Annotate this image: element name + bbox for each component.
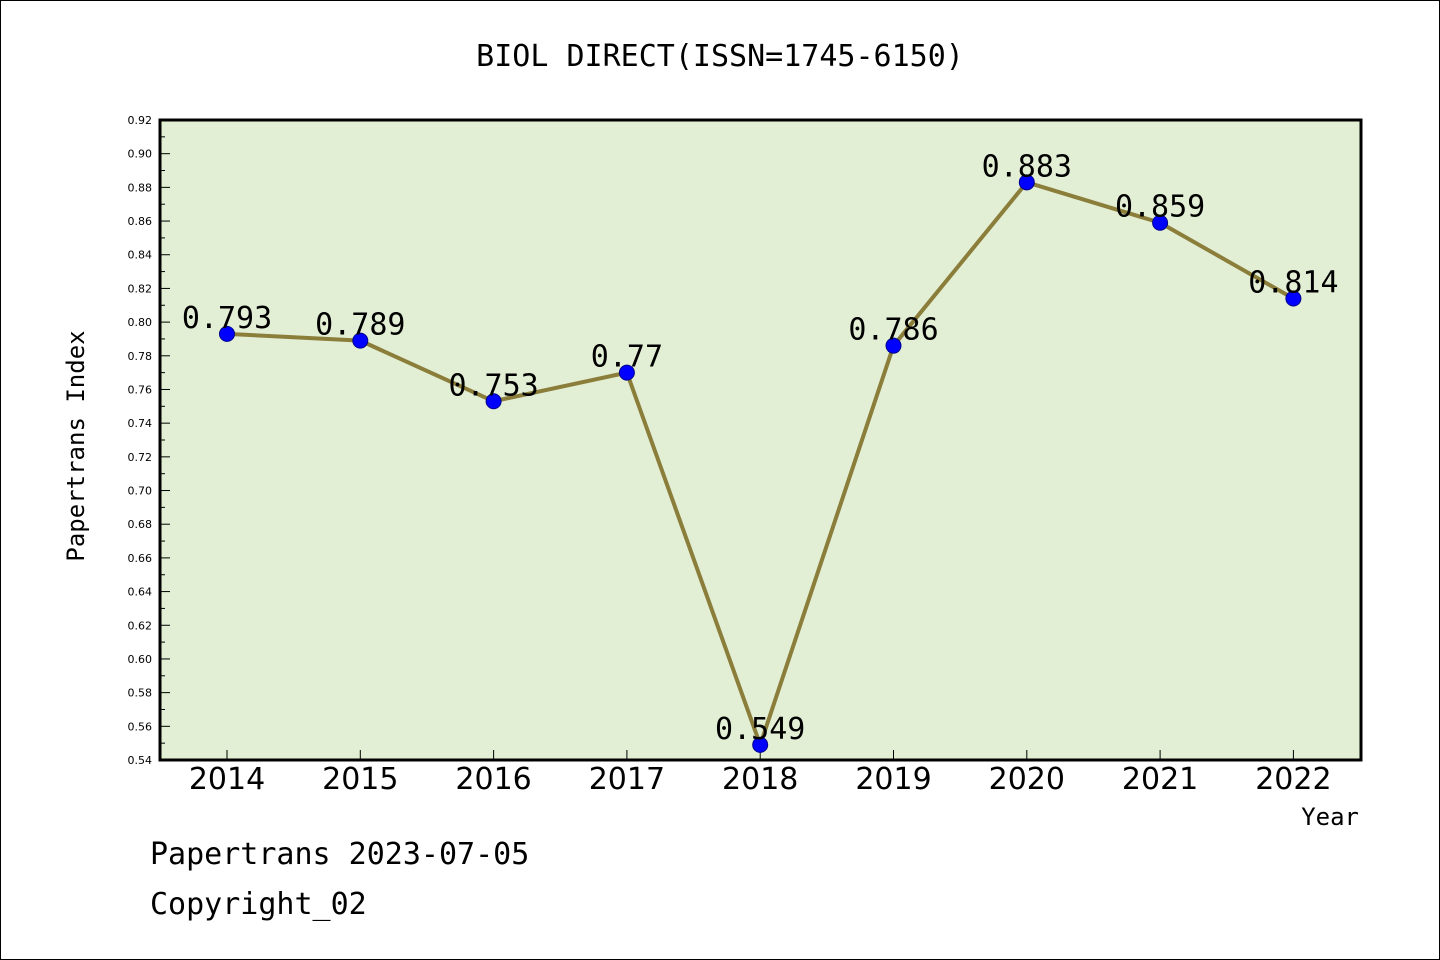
data-point <box>885 337 902 354</box>
data-point <box>352 332 369 349</box>
y-tick-label: 0.60 <box>128 653 153 666</box>
data-point <box>1152 214 1169 231</box>
y-tick-label: 0.68 <box>128 518 153 531</box>
plot-border <box>158 118 1363 762</box>
x-tick-label: 2022 <box>1255 762 1331 797</box>
x-tick-label: 2016 <box>455 762 531 797</box>
x-axis-title: Year <box>1301 803 1359 831</box>
y-tick-label: 0.76 <box>128 383 153 396</box>
y-tick-label: 0.54 <box>128 754 153 767</box>
y-axis: 0.54 0.56 0.58 0.60 0.62 0.64 0.66 0.68 0.70 0.72… <box>128 114 170 767</box>
data-point <box>219 325 235 342</box>
x-tick-label: 2014 <box>189 762 265 797</box>
data-label: 0.786 <box>848 313 938 348</box>
y-axis-title: Papertrans Index <box>62 330 90 561</box>
data-point <box>485 393 502 410</box>
x-tick-label: 2020 <box>989 762 1065 797</box>
y-tick-label: 0.78 <box>128 350 153 363</box>
data-point <box>1018 174 1035 191</box>
y-tick-label: 0.58 <box>128 687 153 700</box>
data-label: 0.77 <box>591 340 663 375</box>
y-tick-label: 0.80 <box>128 316 153 329</box>
y-tick-label: 0.64 <box>128 586 153 599</box>
series-line-group: 0.793 0.789 0.753 0.77 0.549 0.786 0.883 0.859 0… <box>182 149 1339 753</box>
data-point <box>1285 290 1302 307</box>
y-tick-label: 0.92 <box>128 114 153 127</box>
y-tick-label: 0.90 <box>128 148 153 161</box>
y-tick-label: 0.74 <box>128 417 153 430</box>
data-label: 0.814 <box>1248 266 1338 301</box>
y-tick-label: 0.72 <box>128 451 153 464</box>
data-label: 0.753 <box>448 368 538 403</box>
x-tick-label: 2021 <box>1122 762 1198 797</box>
data-label: 0.549 <box>715 712 805 747</box>
y-tick-label: 0.86 <box>128 215 153 228</box>
y-tick-label: 0.70 <box>128 485 153 498</box>
footer-date: Papertrans 2023-07-05 <box>150 837 529 872</box>
data-label: 0.793 <box>182 301 272 336</box>
footer-copyright: Copyright_02 <box>150 887 367 922</box>
data-point <box>752 736 769 753</box>
data-label: 0.883 <box>982 149 1072 184</box>
y-tick-label: 0.66 <box>128 552 153 565</box>
x-axis: 2014 2015 2016 2017 2018 2019 2020 2021 2022 <box>189 750 1332 797</box>
data-point <box>618 364 635 381</box>
y-tick-label: 0.56 <box>128 720 153 733</box>
data-label: 0.789 <box>315 308 405 343</box>
y-tick-label: 0.84 <box>128 249 153 262</box>
chart-title: BIOL DIRECT(ISSN=1745-6150) <box>476 39 964 74</box>
y-tick-label: 0.82 <box>128 282 153 295</box>
x-tick-label: 2015 <box>322 762 398 797</box>
data-label: 0.859 <box>1115 190 1205 225</box>
y-tick-label: 0.62 <box>128 619 153 632</box>
x-tick-label: 2017 <box>589 762 665 797</box>
x-tick-label: 2018 <box>722 762 798 797</box>
y-tick-label: 0.88 <box>128 181 153 194</box>
x-tick-label: 2019 <box>855 762 931 797</box>
